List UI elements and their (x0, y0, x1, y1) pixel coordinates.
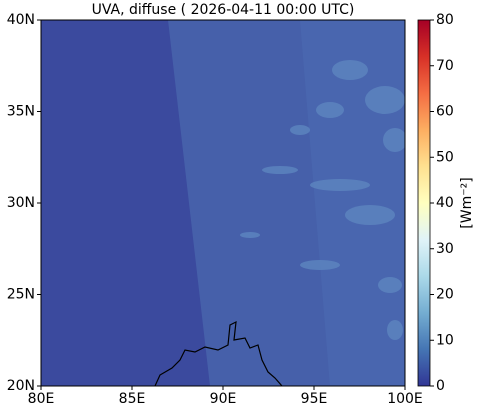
colorbar-tick-label: 30 (436, 241, 454, 257)
field (41, 20, 405, 386)
x-tick-label: 100E (387, 391, 423, 407)
y-tick-label: 20N (7, 378, 35, 394)
title: UVA, diffuse ( 2026-04-11 00:00 UTC) (92, 2, 355, 18)
colorbar-tick-label: 0 (436, 378, 445, 394)
y-tick-label: 35N (7, 104, 35, 120)
colorbar-label: [Wm⁻²] (459, 177, 475, 228)
colorbar-tick-label: 60 (436, 104, 454, 120)
colorbar-tick-label: 80 (436, 12, 454, 28)
colorbar-tick-label: 20 (436, 287, 454, 303)
colorbar-tick-label: 40 (436, 195, 454, 211)
colorbar (417, 19, 431, 387)
colorbar-tick-label: 70 (436, 58, 454, 74)
colorbar-tick-label: 50 (436, 149, 454, 165)
colorbar-tick-label: 10 (436, 332, 454, 348)
clouds (240, 60, 405, 340)
x-tick-label: 95E (301, 391, 328, 407)
coastline (154, 320, 283, 386)
x-tick-label: 85E (119, 391, 146, 407)
y-tick-label: 25N (7, 287, 35, 303)
y-tick-label: 30N (7, 195, 35, 211)
y-tick-label: 40N (7, 12, 35, 28)
x-tick-label: 80E (28, 391, 55, 407)
x-tick-label: 90E (210, 391, 237, 407)
